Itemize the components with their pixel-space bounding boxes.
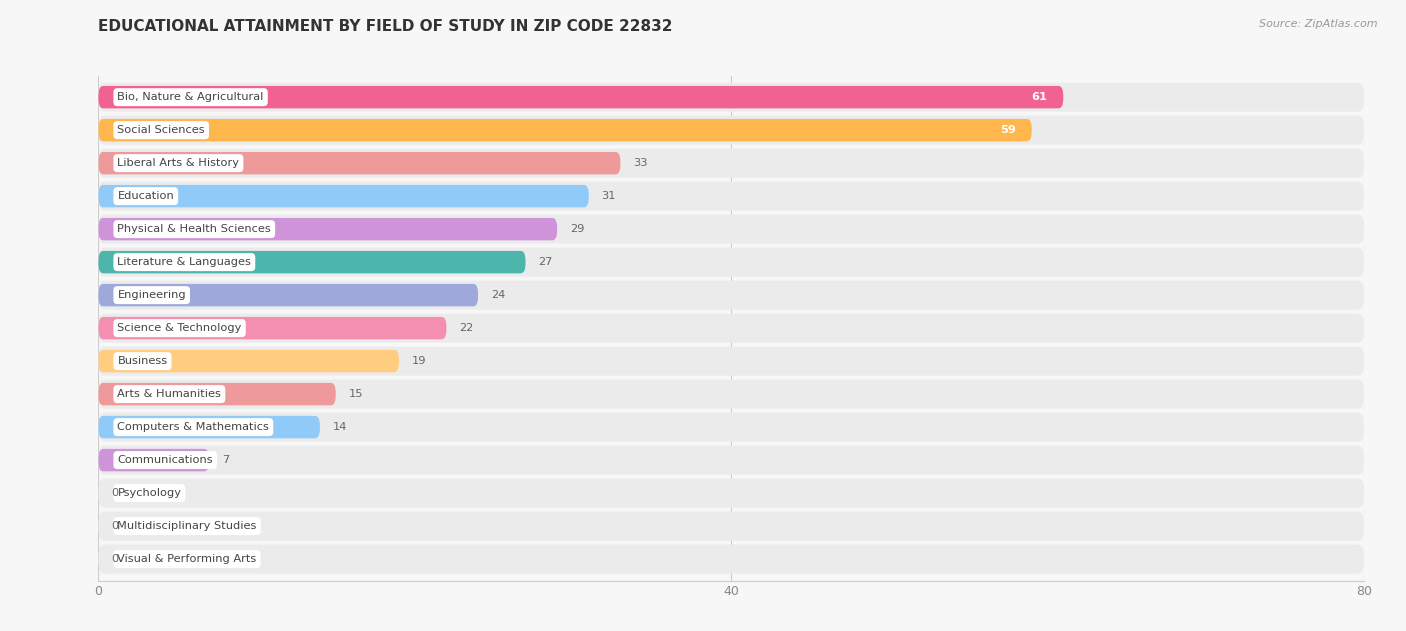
FancyBboxPatch shape: [98, 251, 526, 273]
FancyBboxPatch shape: [98, 86, 1063, 109]
FancyBboxPatch shape: [98, 512, 1364, 541]
Text: Liberal Arts & History: Liberal Arts & History: [118, 158, 239, 168]
Text: Psychology: Psychology: [118, 488, 181, 498]
FancyBboxPatch shape: [98, 284, 478, 306]
FancyBboxPatch shape: [98, 119, 1032, 141]
FancyBboxPatch shape: [98, 152, 620, 174]
FancyBboxPatch shape: [98, 478, 1364, 507]
Text: 59: 59: [1000, 125, 1015, 135]
FancyBboxPatch shape: [98, 215, 1364, 244]
Text: 31: 31: [602, 191, 616, 201]
FancyBboxPatch shape: [98, 383, 336, 405]
Text: 7: 7: [222, 455, 229, 465]
FancyBboxPatch shape: [98, 317, 447, 339]
Text: Business: Business: [118, 356, 167, 366]
FancyBboxPatch shape: [98, 115, 1364, 144]
Text: EDUCATIONAL ATTAINMENT BY FIELD OF STUDY IN ZIP CODE 22832: EDUCATIONAL ATTAINMENT BY FIELD OF STUDY…: [98, 19, 673, 34]
FancyBboxPatch shape: [98, 380, 1364, 409]
FancyBboxPatch shape: [98, 350, 399, 372]
FancyBboxPatch shape: [98, 445, 1364, 475]
Text: 0: 0: [111, 521, 118, 531]
FancyBboxPatch shape: [98, 281, 1364, 310]
Text: 33: 33: [633, 158, 648, 168]
Text: Communications: Communications: [118, 455, 214, 465]
FancyBboxPatch shape: [98, 314, 1364, 343]
Text: Social Sciences: Social Sciences: [118, 125, 205, 135]
Text: Science & Technology: Science & Technology: [118, 323, 242, 333]
Text: 24: 24: [491, 290, 505, 300]
FancyBboxPatch shape: [98, 247, 1364, 276]
Text: 0: 0: [111, 554, 118, 564]
Text: 29: 29: [569, 224, 583, 234]
Text: Engineering: Engineering: [118, 290, 186, 300]
Text: 27: 27: [538, 257, 553, 267]
Text: 15: 15: [349, 389, 363, 399]
Text: Physical & Health Sciences: Physical & Health Sciences: [118, 224, 271, 234]
FancyBboxPatch shape: [98, 449, 209, 471]
FancyBboxPatch shape: [98, 182, 1364, 211]
FancyBboxPatch shape: [98, 218, 557, 240]
Text: Literature & Languages: Literature & Languages: [118, 257, 252, 267]
FancyBboxPatch shape: [98, 413, 1364, 442]
Text: Computers & Mathematics: Computers & Mathematics: [118, 422, 270, 432]
Text: Multidisciplinary Studies: Multidisciplinary Studies: [118, 521, 257, 531]
Text: 19: 19: [412, 356, 426, 366]
FancyBboxPatch shape: [98, 149, 1364, 178]
Text: 14: 14: [333, 422, 347, 432]
FancyBboxPatch shape: [98, 83, 1364, 112]
Text: 22: 22: [458, 323, 474, 333]
Text: Arts & Humanities: Arts & Humanities: [118, 389, 221, 399]
FancyBboxPatch shape: [98, 545, 1364, 574]
FancyBboxPatch shape: [98, 185, 589, 208]
Text: Source: ZipAtlas.com: Source: ZipAtlas.com: [1260, 19, 1378, 29]
Text: Education: Education: [118, 191, 174, 201]
Text: 0: 0: [111, 488, 118, 498]
FancyBboxPatch shape: [98, 346, 1364, 375]
Text: 61: 61: [1032, 92, 1047, 102]
FancyBboxPatch shape: [98, 416, 321, 439]
Text: Bio, Nature & Agricultural: Bio, Nature & Agricultural: [118, 92, 264, 102]
Text: Visual & Performing Arts: Visual & Performing Arts: [118, 554, 257, 564]
